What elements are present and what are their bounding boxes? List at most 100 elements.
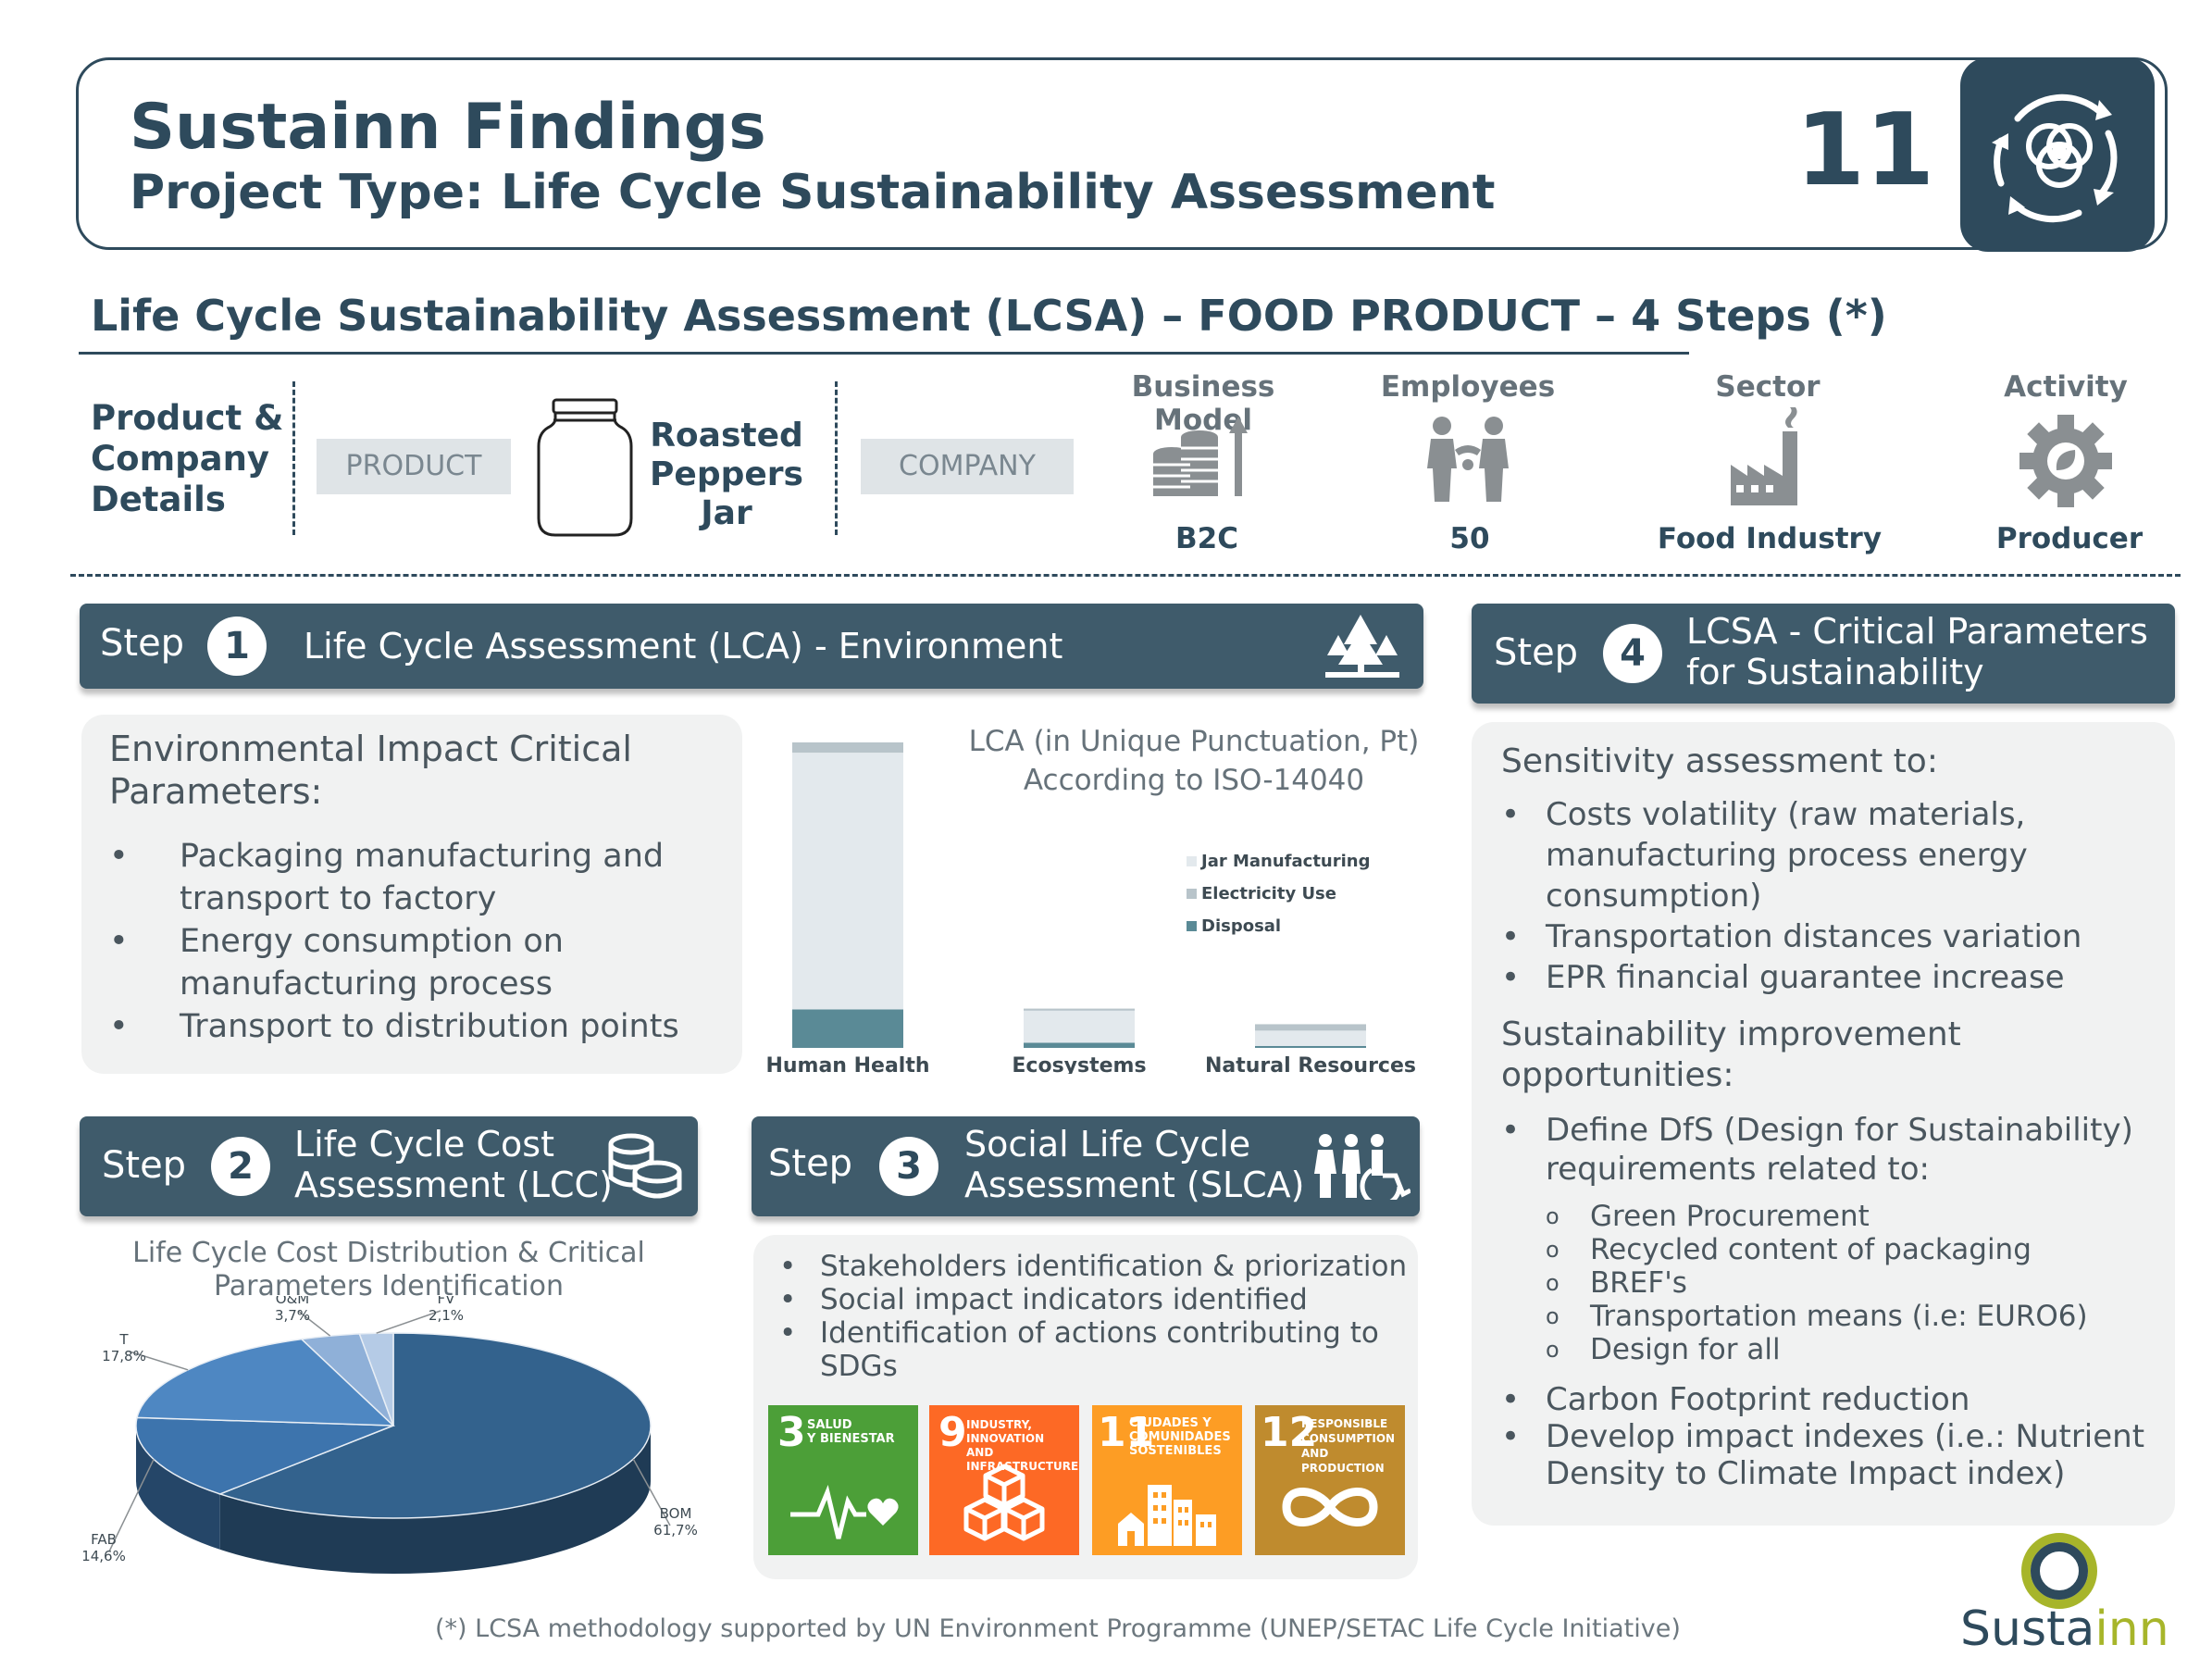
slice-label: FV [438,1296,456,1307]
title-line: Social Life Cycle [964,1124,1251,1165]
sub-list-item: o BREF's [1546,1266,2088,1300]
legend-swatch [1187,856,1197,866]
sub-bullet-text: Recycled content of packaging [1590,1233,2032,1266]
title-line: Assessment (SLCA) [964,1165,1305,1205]
bullet-line: Costs volatility (raw materials, [1546,796,2026,833]
sub-list-item: o Transportation means (i.e: EURO6) [1546,1300,2088,1333]
category-label: Natural Resources [1205,1054,1416,1074]
label-line: Product & [91,398,284,438]
product-name-line: Peppers [650,455,803,493]
list-item: • Energy consumption on manufacturing pr… [109,920,679,1005]
step1-number: 1 [207,617,267,676]
step2-banner: Step 2 Life Cycle Cost Assessment (LCC) [80,1116,698,1216]
bar-segment [792,753,903,1010]
list-item: • Social impact indicators identified [779,1283,1407,1316]
leader-line [108,1459,155,1552]
sub-bullet-text: Transportation means (i.e: EURO6) [1590,1300,2088,1333]
step3-title: Social Life Cycle Assessment (SLCA) [964,1124,1305,1205]
list-item: • Define DfS (Design for Sustainability)… [1501,1112,2133,1188]
bullet-line: Transport to distribution points [180,1008,679,1045]
heading-line: Parameters: [109,771,323,812]
slice-value: 17,8% [102,1348,146,1364]
step3-banner: Step 3 Social Life Cycle Assessment (SLC… [752,1116,1420,1216]
bar-segment [1024,1042,1135,1048]
section-divider [70,574,2181,577]
sdg-label-line: CIUDADES Y [1129,1416,1212,1430]
employees-heading: Employees [1380,370,1556,404]
step4-banner: Step 4 LCSA - Critical Parameters for Su… [1472,604,2175,704]
step1-title: Life Cycle Assessment (LCA) - Environmen… [304,626,1063,667]
business-model-value: B2C [1175,522,1238,555]
list-item: • Identification of actions contributing… [779,1316,1407,1383]
jar-icon [535,396,635,542]
sector-value: Food Industry [1657,522,1883,555]
caption-line: LCA (in Unique Punctuation, Pt) [968,725,1420,758]
bullet-line: Develop impact indexes (i.e.: Nutrient [1546,1418,2145,1455]
bullet-line: Identification of actions contributing t… [820,1316,1379,1350]
caption-line: According to ISO-14040 [1023,764,1365,797]
step4-word: Step [1494,631,1579,674]
bar-segment [792,1009,903,1048]
legend-swatch [1187,921,1197,931]
step1-banner: Step 1 Life Cycle Assessment (LCA) - Env… [80,604,1423,689]
pie-slice [135,1416,394,1495]
list-item: • Stakeholders identification & prioriza… [779,1250,1408,1283]
page-title: Sustainn Findings [130,91,766,164]
divider [835,381,838,535]
people-icon [1422,413,1514,509]
bullet-line: EPR financial guarantee increase [1546,959,2065,996]
section-underline [79,352,1689,355]
cubes-icon [963,1464,1045,1541]
sustainn-ring-logo-icon [2018,1529,2101,1616]
sub-bullet-marker: o [1546,1237,1560,1263]
pie-side [219,1426,652,1574]
sub-list-item: o Green Procurement [1546,1200,2088,1233]
sdg-11-tile: 11 CIUDADES Y COMUNIDADES SOSTENIBLES [1092,1405,1242,1555]
leader-line [129,1351,189,1371]
pie-slice [136,1338,395,1427]
wordmark-part: Susta [1960,1601,2095,1657]
activity-value: Producer [1995,522,2144,555]
sdg-label-line: RESPONSIBLE [1301,1417,1388,1430]
step3-word: Step [768,1142,853,1185]
bullet-line: Carbon Footprint reduction [1546,1381,1970,1418]
step4-panel [1472,722,2175,1526]
step4-title: LCSA - Critical Parameters for Sustainab… [1686,611,2148,692]
product-pill: PRODUCT [317,439,511,494]
bullet-line: transport to factory [180,880,497,917]
step3-bullet-list: • Stakeholders identification & prioriza… [779,1250,1407,1383]
sector-heading: Sector [1715,370,1821,404]
slice-value: 2,1% [429,1307,464,1324]
sub-list-item: o Design for all [1546,1333,2088,1366]
sdg-3-tile: 3 SALUD Y BIENESTAR [768,1405,918,1555]
sub-bullet-marker: o [1546,1203,1560,1229]
product-name-line: Roasted [650,417,803,455]
step2-word: Step [102,1144,187,1187]
sub-list-item: o Recycled content of packaging [1546,1233,2088,1266]
bullet-line: Define DfS (Design for Sustainability) [1546,1112,2133,1149]
people-accessibility-icon [1314,1134,1410,1200]
sdg-label-line: SALUD [807,1418,852,1432]
product-name: Roasted Peppers Jar [639,417,814,533]
list-item: • Costs volatility (raw materials, manuf… [1501,794,2082,916]
section-title: Life Cycle Sustainability Assessment (LC… [91,291,1887,341]
step2-title: Life Cycle Cost Assessment (LCC) [294,1124,613,1205]
step3-number: 3 [879,1137,938,1196]
sdg-number: 3 [777,1409,806,1456]
coins-icon [608,1133,682,1199]
bullet-line: requirements related to: [1546,1151,1930,1188]
sdg-label-line: Y BIENESTAR [807,1432,895,1446]
title-line: Life Cycle Cost Distribution & Critical [132,1237,645,1269]
sdg-label-line: INDUSTRY, INNOVATION [966,1418,1045,1445]
sdg-label: RESPONSIBLE CONSUMPTION AND PRODUCTION [1301,1416,1405,1476]
lcc-chart-title: Life Cycle Cost Distribution & Critical … [111,1237,666,1303]
company-pill: COMPANY [861,439,1074,494]
trees-icon [1325,615,1399,678]
sub-bullet-text: Green Procurement [1590,1200,1870,1233]
bullet-line: Energy consumption on [180,923,564,960]
sdg-label-line: SOSTENIBLES [1129,1444,1222,1458]
category-label: Human Health [765,1054,929,1074]
sdg-number: 11 [1098,1409,1155,1456]
heading-line: Sustainability improvement [1501,1015,1961,1053]
slice-value: 3,7% [275,1307,310,1324]
